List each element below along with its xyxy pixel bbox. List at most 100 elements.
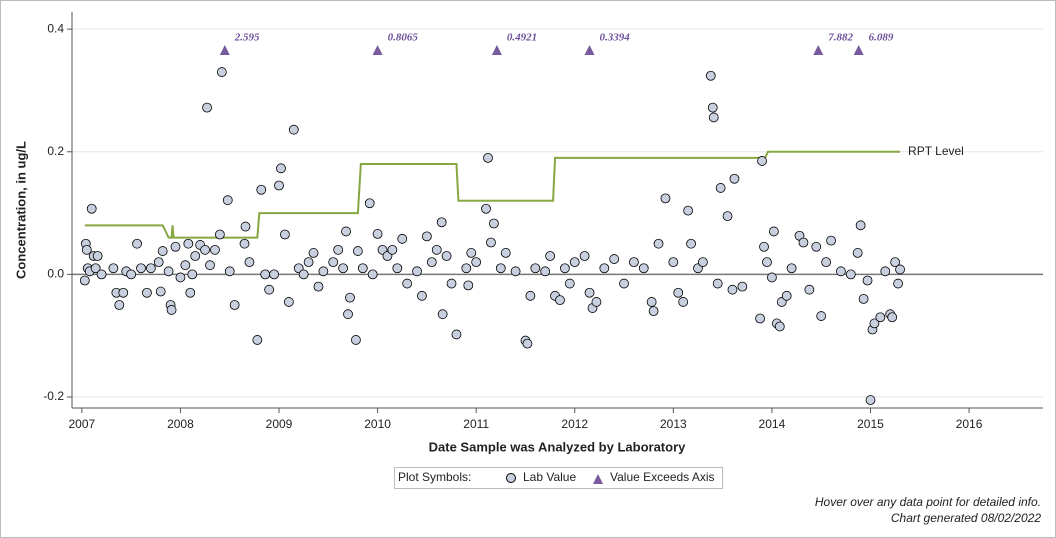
data-point: [715, 183, 726, 193]
data-point: [136, 263, 146, 274]
data-point: [762, 257, 772, 268]
exceed-marker: [813, 45, 824, 55]
data-point: [229, 300, 240, 310]
data-point: [288, 124, 299, 135]
data-point: [481, 203, 491, 214]
data-point: [466, 248, 477, 258]
data-point: [707, 102, 718, 113]
data-point: [653, 238, 664, 249]
data-point: [86, 203, 97, 214]
data-point: [283, 297, 294, 307]
data-point: [163, 266, 174, 277]
data-point: [108, 263, 119, 274]
exceed-marker: [491, 45, 502, 55]
data-point: [357, 263, 368, 274]
data-point: [712, 278, 723, 289]
data-point: [269, 269, 279, 280]
data-point: [264, 284, 275, 295]
data-point: [170, 241, 181, 252]
data-point: [584, 287, 595, 298]
data-point: [351, 335, 361, 345]
data-point: [759, 241, 769, 252]
data-point: [722, 211, 733, 222]
data-point: [559, 263, 570, 274]
data-point: [755, 313, 765, 324]
data-point: [157, 246, 168, 256]
data-point: [893, 278, 903, 289]
data-point: [811, 241, 822, 252]
exceed-label: 0.4921: [507, 32, 537, 44]
legend-marker: [506, 473, 516, 483]
data-point: [729, 173, 740, 184]
data-point: [869, 318, 880, 329]
y-tick-label: 0.4: [47, 21, 64, 35]
data-point: [737, 281, 748, 292]
data-point: [364, 198, 375, 209]
data-point: [392, 263, 403, 274]
data-point: [402, 278, 413, 289]
data-point: [132, 238, 142, 249]
legend-marker: [593, 474, 603, 484]
data-point: [441, 251, 452, 261]
data-point: [727, 284, 738, 295]
x-tick-label: 2010: [364, 417, 391, 431]
data-point: [826, 235, 836, 246]
data-point: [180, 260, 191, 271]
data-point: [579, 251, 590, 261]
x-tick-label: 2013: [660, 417, 687, 431]
data-point: [274, 180, 284, 191]
data-point: [816, 311, 827, 321]
data-point: [648, 306, 659, 317]
data-point: [855, 220, 866, 231]
x-tick-label: 2008: [167, 417, 194, 431]
legend-label: Lab Value: [523, 470, 576, 484]
data-point: [768, 226, 779, 237]
data-point: [114, 300, 125, 310]
data-point: [495, 263, 506, 274]
data-point: [845, 269, 856, 280]
data-point: [333, 244, 344, 255]
data-point: [463, 280, 474, 291]
data-point: [686, 238, 696, 249]
data-point: [96, 269, 107, 280]
data-point: [155, 286, 166, 297]
data-point: [200, 244, 210, 255]
data-point: [591, 297, 602, 307]
data-point: [757, 156, 767, 166]
legend-title: Plot Symbols:: [398, 470, 471, 484]
data-point: [525, 290, 536, 301]
data-point: [821, 257, 832, 268]
data-point: [668, 257, 679, 268]
data-point: [483, 152, 493, 163]
data-point: [461, 263, 472, 274]
data-point: [678, 297, 689, 307]
data-point: [628, 257, 639, 268]
data-point: [81, 244, 92, 255]
data-point: [118, 287, 129, 298]
data-point: [489, 218, 499, 229]
data-point: [890, 257, 901, 268]
data-point: [210, 244, 220, 255]
data-point: [774, 321, 785, 332]
data-point: [555, 295, 565, 306]
data-point: [500, 248, 511, 258]
data-point: [446, 278, 457, 289]
data-point: [417, 290, 427, 301]
data-point: [90, 263, 101, 274]
exceed-marker: [584, 45, 595, 55]
rpt-line: [84, 150, 901, 239]
data-point: [421, 231, 432, 242]
data-point: [683, 205, 694, 216]
data-point: [313, 281, 324, 292]
data-point: [352, 246, 363, 256]
data-point: [880, 266, 891, 277]
data-point: [153, 257, 164, 268]
data-point: [126, 269, 137, 280]
data-point: [426, 257, 437, 268]
x-tick-label: 2012: [561, 417, 588, 431]
data-point: [646, 297, 657, 307]
data-point: [436, 217, 447, 228]
data-point: [239, 238, 250, 249]
data-point: [412, 266, 422, 277]
